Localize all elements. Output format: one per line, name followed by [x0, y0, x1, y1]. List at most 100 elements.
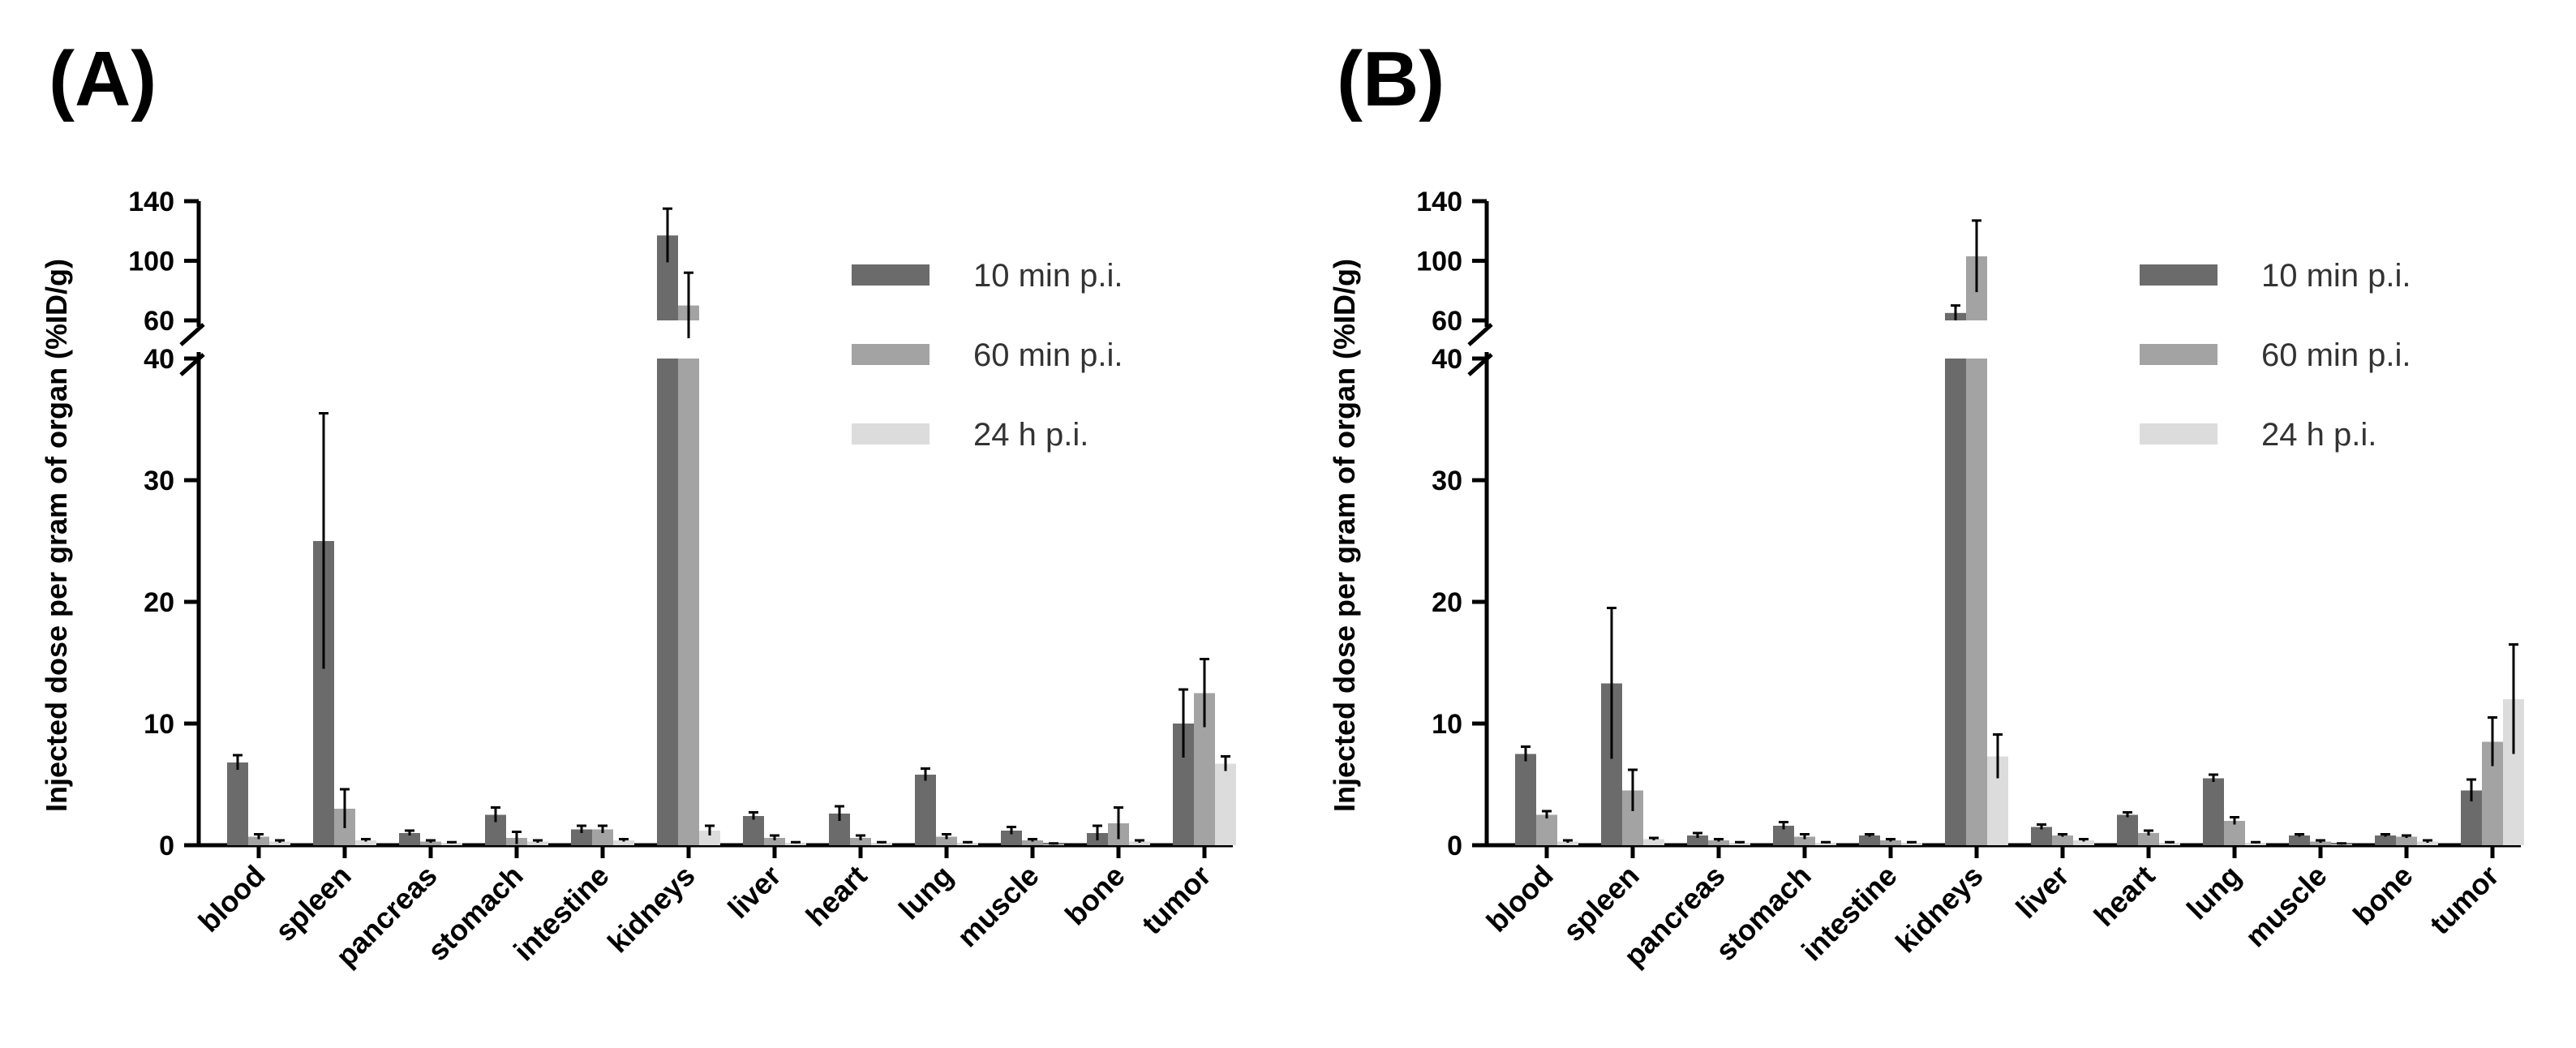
legend-swatch-series-0	[852, 264, 930, 286]
bar-pancreas-series-1	[1708, 840, 1729, 845]
chart-panel-b: (B) Injected dose per gram of organ (%ID/…	[1288, 0, 2576, 1048]
legend-swatch-series-1	[2140, 344, 2218, 365]
legend-label: 60 min p.i.	[973, 337, 1123, 373]
legend-swatch-series-1	[852, 344, 930, 365]
x-category-label: liver	[721, 859, 787, 925]
bar-lung-series-1	[2224, 821, 2245, 845]
bar-bone-series-2	[2417, 841, 2438, 845]
y-tick-label: 100	[128, 247, 174, 277]
bar-intestine-series-2	[613, 840, 634, 845]
legend-label: 10 min p.i.	[2261, 258, 2411, 294]
y-tick-label: 60	[1432, 306, 1462, 337]
bar-intestine-series-0	[1859, 835, 1880, 845]
bar-kidneys-series-1-lower	[1966, 359, 1987, 845]
bar-bone-series-0	[2375, 835, 2396, 845]
y-tick-label: 30	[144, 466, 174, 496]
legend-swatch-series-0	[2140, 264, 2218, 286]
bar-heart-series-1	[850, 838, 871, 845]
y-axis-title: Injected dose per gram of organ (%ID/g)	[40, 259, 73, 812]
y-tick-label: 100	[1416, 247, 1462, 277]
bar-lung-series-2	[957, 843, 978, 845]
legend-label: 60 min p.i.	[2261, 337, 2411, 373]
bar-liver-series-1	[764, 838, 785, 845]
bar-lung-series-0	[2203, 778, 2224, 845]
bar-lung-series-2	[2245, 843, 2266, 845]
bar-blood-series-1	[1536, 814, 1557, 845]
bar-blood-series-0	[1515, 754, 1536, 845]
bar-intestine-series-0	[571, 829, 592, 845]
x-category-label: lung	[2180, 859, 2248, 926]
panel-label: (B)	[1337, 36, 1445, 122]
bar-intestine-series-2	[1901, 843, 1922, 845]
bar-heart-series-0	[2117, 814, 2138, 845]
bar-blood-series-1	[248, 836, 269, 845]
bar-pancreas-series-1	[420, 841, 441, 845]
bar-liver-series-2	[2073, 840, 2094, 845]
y-tick-label: 0	[159, 831, 174, 861]
bar-bone-series-1	[2396, 836, 2417, 845]
y-tick-label: 40	[1432, 344, 1462, 375]
axis-break-mark	[1467, 353, 1493, 376]
axis-break-mark	[179, 323, 205, 346]
bar-pancreas-series-2	[1729, 843, 1750, 845]
bar-muscle-series-1	[2310, 841, 2331, 845]
chart-b-svg: (B) Injected dose per gram of organ (%ID/…	[1328, 36, 2524, 973]
bar-liver-series-2	[785, 843, 806, 845]
y-tick-label: 60	[144, 306, 174, 337]
x-category-label: muscle	[2239, 859, 2333, 954]
bar-blood-series-2	[1557, 841, 1578, 845]
x-category-label: tumor	[1136, 859, 1217, 941]
bar-intestine-series-1	[592, 829, 613, 845]
y-tick-label: 40	[144, 344, 174, 375]
y-tick-label: 20	[1432, 587, 1462, 618]
y-tick-label: 140	[128, 187, 174, 217]
bar-liver-series-1	[2052, 835, 2073, 845]
bar-muscle-series-1	[1022, 840, 1043, 845]
x-category-label: blood	[1479, 859, 1559, 938]
bar-heart-series-1	[2138, 833, 2159, 845]
axis-break-mark	[179, 353, 205, 376]
legend-swatch-series-2	[2140, 423, 2218, 445]
bar-liver-series-0	[743, 816, 764, 845]
x-category-label: intestine	[507, 859, 616, 968]
x-category-label: intestine	[1795, 859, 1904, 968]
bar-kidneys-series-0-lower	[1945, 359, 1966, 845]
bar-heart-series-2	[871, 843, 892, 845]
chart-a-svg: (A) Injected dose per gram of organ (%ID/…	[40, 36, 1236, 973]
legend-label: 10 min p.i.	[973, 258, 1123, 294]
x-category-label: kidneys	[1889, 859, 1990, 960]
bar-pancreas-series-0	[399, 833, 420, 845]
bar-spleen-series-2	[355, 840, 376, 845]
x-category-label: bone	[2346, 859, 2419, 932]
x-category-label: liver	[2009, 859, 2075, 925]
bar-kidneys-series-1-lower	[678, 359, 699, 845]
bar-heart-series-2	[2159, 843, 2180, 845]
bar-spleen-series-2	[1643, 839, 1664, 845]
legend-label: 24 h p.i.	[973, 417, 1088, 453]
bar-kidneys-series-0-lower	[657, 359, 678, 845]
bar-kidneys-series-2	[699, 831, 720, 845]
x-category-label: bone	[1058, 859, 1131, 932]
bar-pancreas-series-2	[441, 843, 462, 845]
x-category-label: muscle	[951, 859, 1045, 954]
legend-swatch-series-2	[852, 423, 930, 445]
bar-lung-series-1	[936, 836, 957, 845]
x-category-label: heart	[799, 859, 873, 933]
y-axis-title: Injected dose per gram of organ (%ID/g)	[1328, 259, 1361, 812]
axis-break-mark	[1467, 323, 1493, 346]
x-category-label: kidneys	[601, 859, 702, 960]
y-tick-label: 140	[1416, 187, 1462, 217]
bar-muscle-series-0	[2289, 835, 2310, 845]
x-category-label: lung	[892, 859, 960, 926]
bar-liver-series-0	[2031, 827, 2052, 845]
x-category-label: heart	[2087, 859, 2161, 933]
y-tick-label: 20	[144, 587, 174, 618]
bar-bone-series-2	[1129, 841, 1150, 845]
bar-tumor-series-2	[1215, 763, 1236, 845]
y-tick-label: 10	[1432, 709, 1462, 740]
y-tick-label: 10	[144, 709, 174, 740]
bar-lung-series-0	[915, 775, 936, 845]
bar-stomach-series-2	[527, 841, 548, 845]
panel-label: (A)	[49, 36, 157, 122]
y-tick-label: 30	[1432, 466, 1462, 496]
